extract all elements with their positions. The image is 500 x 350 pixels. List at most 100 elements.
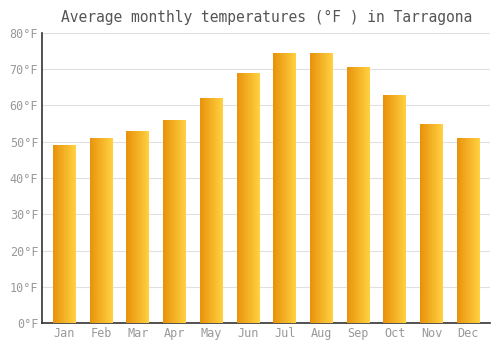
- Bar: [280, 53, 281, 323]
- Bar: [144, 131, 145, 323]
- Bar: [356, 67, 358, 323]
- Bar: [169, 120, 170, 323]
- Bar: [133, 131, 134, 323]
- Bar: [140, 131, 141, 323]
- Bar: [57, 145, 58, 323]
- Bar: [461, 138, 462, 323]
- Bar: [422, 124, 423, 323]
- Bar: [294, 53, 296, 323]
- Bar: [295, 53, 296, 323]
- Bar: [212, 98, 214, 323]
- Bar: [91, 138, 92, 323]
- Bar: [104, 138, 105, 323]
- Bar: [66, 145, 68, 323]
- Bar: [284, 53, 286, 323]
- Bar: [182, 120, 184, 323]
- Bar: [181, 120, 182, 323]
- Bar: [253, 73, 254, 323]
- Bar: [350, 67, 351, 323]
- Bar: [403, 94, 404, 323]
- Bar: [204, 98, 205, 323]
- Bar: [323, 53, 324, 323]
- Bar: [132, 131, 133, 323]
- Bar: [95, 138, 96, 323]
- Bar: [64, 145, 65, 323]
- Bar: [314, 53, 315, 323]
- Bar: [391, 94, 392, 323]
- Bar: [362, 67, 363, 323]
- Bar: [218, 98, 219, 323]
- Bar: [180, 120, 181, 323]
- Bar: [319, 53, 320, 323]
- Bar: [170, 120, 171, 323]
- Bar: [469, 138, 470, 323]
- Bar: [105, 138, 106, 323]
- Bar: [404, 94, 405, 323]
- Bar: [75, 145, 76, 323]
- Bar: [242, 73, 243, 323]
- Bar: [322, 53, 323, 323]
- Bar: [126, 131, 127, 323]
- Bar: [173, 120, 174, 323]
- Bar: [358, 67, 359, 323]
- Bar: [245, 73, 246, 323]
- Bar: [142, 131, 143, 323]
- Bar: [216, 98, 217, 323]
- Bar: [362, 67, 364, 323]
- Bar: [171, 120, 172, 323]
- Bar: [243, 73, 244, 323]
- Bar: [201, 98, 202, 323]
- Bar: [69, 145, 70, 323]
- Bar: [256, 73, 258, 323]
- Bar: [463, 138, 464, 323]
- Bar: [393, 94, 394, 323]
- Bar: [462, 138, 463, 323]
- Bar: [477, 138, 478, 323]
- Bar: [405, 94, 406, 323]
- Bar: [147, 131, 148, 323]
- Bar: [396, 94, 397, 323]
- Bar: [179, 120, 180, 323]
- Bar: [184, 120, 185, 323]
- Bar: [424, 124, 426, 323]
- Bar: [291, 53, 292, 323]
- Bar: [182, 120, 183, 323]
- Bar: [74, 145, 75, 323]
- Bar: [216, 98, 218, 323]
- Bar: [172, 120, 173, 323]
- Bar: [352, 67, 353, 323]
- Bar: [289, 53, 290, 323]
- Bar: [324, 53, 325, 323]
- Bar: [96, 138, 97, 323]
- Bar: [468, 138, 469, 323]
- Bar: [437, 124, 438, 323]
- Bar: [178, 120, 179, 323]
- Bar: [149, 131, 150, 323]
- Bar: [474, 138, 476, 323]
- Bar: [107, 138, 108, 323]
- Bar: [389, 94, 390, 323]
- Bar: [66, 145, 67, 323]
- Bar: [71, 145, 72, 323]
- Bar: [365, 67, 366, 323]
- Bar: [98, 138, 99, 323]
- Bar: [106, 138, 107, 323]
- Bar: [109, 138, 110, 323]
- Bar: [388, 94, 389, 323]
- Bar: [135, 131, 136, 323]
- Bar: [326, 53, 327, 323]
- Bar: [54, 145, 55, 323]
- Bar: [314, 53, 315, 323]
- Bar: [361, 67, 362, 323]
- Bar: [128, 131, 129, 323]
- Bar: [323, 53, 324, 323]
- Bar: [100, 138, 101, 323]
- Bar: [73, 145, 74, 323]
- Bar: [479, 138, 480, 323]
- Bar: [110, 138, 112, 323]
- Bar: [354, 67, 355, 323]
- Bar: [316, 53, 317, 323]
- Bar: [276, 53, 277, 323]
- Bar: [143, 131, 144, 323]
- Bar: [464, 138, 465, 323]
